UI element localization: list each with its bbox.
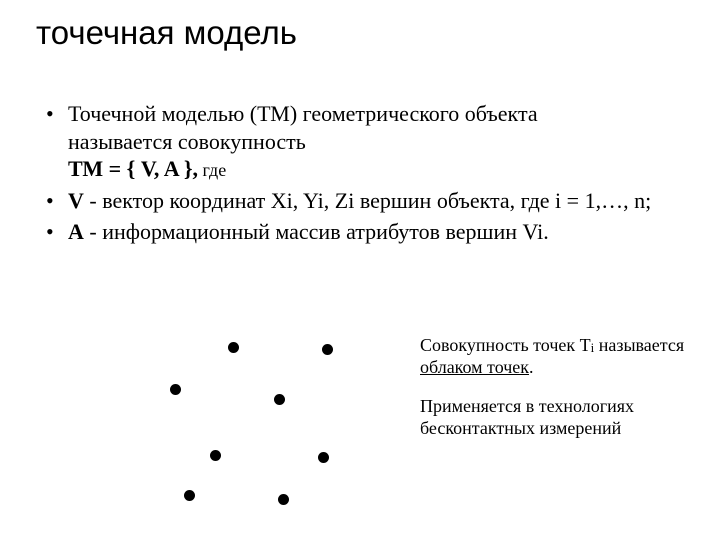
slide: точечная модель Точечной моделью (ТМ) ге…	[0, 0, 720, 540]
bullet-1-line1: Точечной моделью (ТМ) геометрического об…	[68, 101, 538, 126]
bullet-list: Точечной моделью (ТМ) геометрического об…	[40, 100, 680, 250]
bullet-2-var: V	[68, 188, 84, 213]
phrase-point-cloud: облаком точек	[420, 357, 529, 377]
point-dot	[184, 490, 195, 501]
side-note-1a: Совокупность точек T	[420, 335, 591, 355]
side-notes: Совокупность точек Ti называется облаком…	[420, 335, 700, 439]
bullet-3-var: A	[68, 219, 84, 244]
point-dot	[322, 344, 333, 355]
point-dot	[318, 452, 329, 463]
bullet-1: Точечной моделью (ТМ) геометрического об…	[40, 100, 680, 183]
point-dot	[228, 342, 239, 353]
bullet-1-line3: ТМ = { V, A }, где	[68, 155, 680, 183]
bullet-3-text: - информационный массив атрибутов вершин…	[84, 219, 549, 244]
point-cloud-diagram	[130, 320, 390, 510]
bullet-3: A - информационный массив атрибутов верш…	[40, 218, 680, 246]
slide-title: точечная модель	[36, 14, 686, 52]
side-note-1b: называется	[594, 335, 684, 355]
point-dot	[170, 384, 181, 395]
point-dot	[210, 450, 221, 461]
bullet-2: V - вектор координат Xi, Yi, Zi вершин о…	[40, 187, 680, 215]
side-note-1-tail: .	[529, 357, 534, 377]
bullet-1-line2: называется совокупность	[68, 128, 680, 156]
bullet-2-text: - вектор координат Xi, Yi, Zi вершин объ…	[84, 188, 651, 213]
side-note-1: Совокупность точек Ti называется облаком…	[420, 335, 700, 378]
point-dot	[274, 394, 285, 405]
point-dot	[278, 494, 289, 505]
side-note-2: Применяется в технологиях бесконтактных …	[420, 396, 700, 439]
bullet-1-tail: где	[198, 160, 226, 180]
formula-tm: ТМ = { V, A },	[68, 156, 198, 181]
